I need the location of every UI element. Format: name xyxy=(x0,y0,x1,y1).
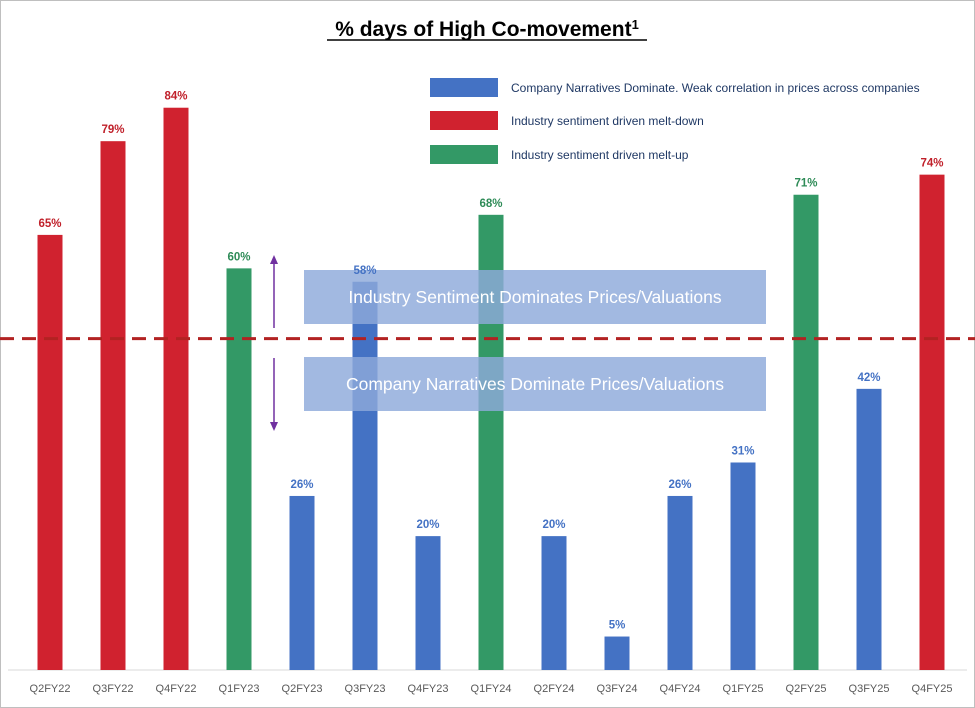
bar-q2fy25 xyxy=(793,194,819,671)
legend-swatch-green xyxy=(430,145,498,164)
arrow-down-head-icon xyxy=(270,422,278,431)
data-label-q2fy22: 65% xyxy=(38,218,61,230)
bar-q4fy22 xyxy=(163,107,189,670)
data-label-q3fy23: 58% xyxy=(353,265,376,277)
bar-q1fy23 xyxy=(226,268,252,670)
legend: Company Narratives Dominate. Weak correl… xyxy=(430,78,920,164)
bar-q4fy23 xyxy=(415,536,441,670)
legend-label-green: Industry sentiment driven melt-up xyxy=(511,148,689,162)
x-tick-q3fy23: Q3FY23 xyxy=(345,683,386,695)
bar-q4fy25 xyxy=(919,174,945,670)
data-label-q1fy25: 31% xyxy=(731,445,754,457)
chart-title-text: % days of High Co-movement xyxy=(335,18,631,41)
bar-q2fy24 xyxy=(541,536,567,670)
x-tick-q4fy25: Q4FY25 xyxy=(912,683,953,695)
bar-q3fy22 xyxy=(100,141,126,671)
x-tick-q3fy24: Q3FY24 xyxy=(597,683,638,695)
x-tick-q3fy25: Q3FY25 xyxy=(849,683,890,695)
data-label-q3fy25: 42% xyxy=(857,372,880,384)
x-tick-q2fy24: Q2FY24 xyxy=(534,683,575,695)
data-label-q1fy24: 68% xyxy=(479,198,502,210)
arrow-up-head-icon xyxy=(270,255,278,264)
bar-q2fy23 xyxy=(289,495,315,670)
x-tick-q3fy22: Q3FY22 xyxy=(93,683,134,695)
data-label-q2fy24: 20% xyxy=(542,519,565,531)
x-tick-q1fy23: Q1FY23 xyxy=(219,683,260,695)
x-tick-q2fy22: Q2FY22 xyxy=(30,683,71,695)
x-tick-q1fy25: Q1FY25 xyxy=(723,683,764,695)
labels-layer: 65% Q2FY22 79% Q3FY22 84% Q4FY22 60% Q1FY23 26% Q… xyxy=(30,91,953,695)
chart-title: % days of High Co-movement1 xyxy=(335,17,639,42)
x-tick-q2fy25: Q2FY25 xyxy=(786,683,827,695)
bar-q3fy24 xyxy=(604,636,630,670)
annotation-layer: Industry Sentiment Dominates Prices/Valu… xyxy=(0,255,975,431)
data-label-q3fy24: 5% xyxy=(609,620,626,632)
bars-layer xyxy=(37,107,945,671)
data-label-q1fy23: 60% xyxy=(227,251,250,263)
data-label-q4fy23: 20% xyxy=(416,519,439,531)
legend-swatch-red xyxy=(430,111,498,130)
x-tick-q2fy23: Q2FY23 xyxy=(282,683,323,695)
band-company-narratives-text: Company Narratives Dominate Prices/Valua… xyxy=(346,374,724,394)
x-tick-q1fy24: Q1FY24 xyxy=(471,683,512,695)
bar-q3fy25 xyxy=(856,388,882,670)
band-industry-sentiment xyxy=(304,270,766,324)
bar-q2fy22 xyxy=(37,234,63,671)
legend-label-red: Industry sentiment driven melt-down xyxy=(511,114,704,128)
x-tick-q4fy24: Q4FY24 xyxy=(660,683,701,695)
legend-swatch-blue xyxy=(430,78,498,97)
data-label-q2fy23: 26% xyxy=(290,479,313,491)
bar-q1fy25 xyxy=(730,462,756,670)
x-tick-q4fy23: Q4FY23 xyxy=(408,683,449,695)
bar-q4fy24 xyxy=(667,495,693,670)
data-label-q4fy25: 74% xyxy=(920,158,943,170)
data-label-q4fy24: 26% xyxy=(668,479,691,491)
bar-q3fy23 xyxy=(352,281,378,670)
data-label-q4fy22: 84% xyxy=(164,91,187,103)
legend-label-blue: Company Narratives Dominate. Weak correl… xyxy=(511,81,920,95)
chart-title-superscript: 1 xyxy=(632,17,639,32)
data-label-q2fy25: 71% xyxy=(794,178,817,190)
x-tick-q4fy22: Q4FY22 xyxy=(156,683,197,695)
data-label-q3fy22: 79% xyxy=(101,124,124,136)
band-company-narratives xyxy=(304,357,766,411)
band-industry-sentiment-text: Industry Sentiment Dominates Prices/Valu… xyxy=(348,287,721,307)
